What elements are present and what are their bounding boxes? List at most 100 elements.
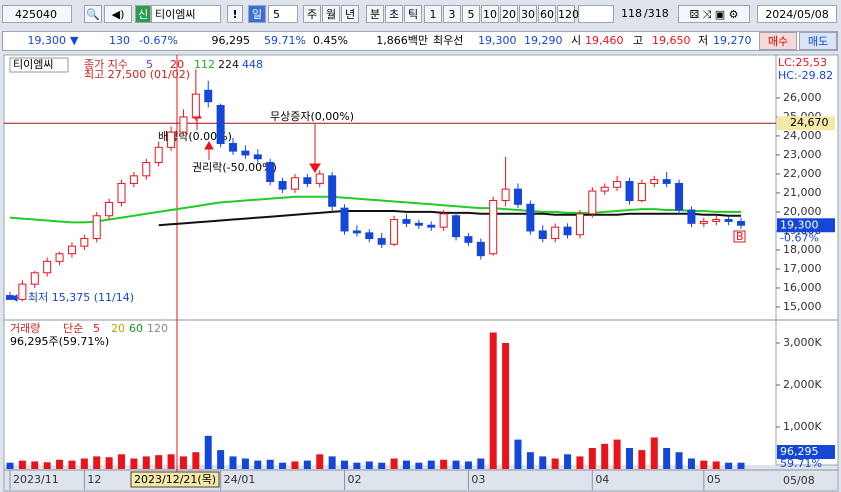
candle-body xyxy=(241,150,250,156)
step-button[interactable]: 10 xyxy=(481,5,499,23)
y-tick-label: 20,000 xyxy=(783,205,822,218)
volume-bar xyxy=(576,456,584,469)
volume-bar xyxy=(229,456,237,469)
step-button[interactable]: 120 xyxy=(557,5,579,23)
cursor-date-box xyxy=(130,471,220,488)
unit-button[interactable]: 초 xyxy=(385,5,403,23)
bonus-arrow xyxy=(309,124,321,173)
vlast-box xyxy=(777,445,835,459)
unit-button[interactable]: 년 xyxy=(341,5,359,23)
volume-ma-legend: 20 xyxy=(111,322,125,335)
marker-box xyxy=(733,230,746,243)
step-button[interactable]: 3 xyxy=(443,5,461,23)
volume-bar xyxy=(142,456,150,469)
volume-bar xyxy=(204,435,212,469)
step-button[interactable]: 1 xyxy=(424,5,442,23)
low-label: 저 xyxy=(698,34,709,47)
volume-bar xyxy=(155,455,163,469)
candle-body xyxy=(600,186,609,192)
volume-bar xyxy=(650,437,658,469)
period-n[interactable]: 5 xyxy=(268,5,298,23)
step-button[interactable]: 20 xyxy=(500,5,518,23)
quote-best: 최우선 xyxy=(433,34,464,47)
quote-amount: 1,866백만 xyxy=(376,34,428,47)
y-tick-label: 26,000 xyxy=(783,91,822,104)
high-annotation: 최고 27,500 (01/02) xyxy=(84,68,190,81)
volume-bar xyxy=(291,461,299,469)
x-tick-label: 03 xyxy=(471,473,485,486)
candle-body xyxy=(18,283,27,300)
candle-body xyxy=(55,253,64,262)
ma-legend: 112 xyxy=(194,58,215,71)
volume-ma-legend: 60 xyxy=(129,322,143,335)
quote-low: 19,270 xyxy=(713,34,752,47)
sell-button[interactable]: 매도 xyxy=(799,32,837,50)
code-input[interactable]: 425040 xyxy=(2,5,72,23)
volume-bar xyxy=(378,462,386,469)
unit-button[interactable]: 분 xyxy=(366,5,384,23)
volume-bar xyxy=(279,462,287,469)
volume-bar xyxy=(588,448,596,469)
volume-ma-legend: 5 xyxy=(93,322,100,335)
quote-ask: 19,300 xyxy=(478,34,517,47)
unit-button[interactable]: 틱 xyxy=(404,5,422,23)
hc-label: HC:-29.82 xyxy=(778,69,833,82)
ma-legend: 5 xyxy=(146,58,153,71)
candle-body xyxy=(687,209,696,224)
step-input[interactable] xyxy=(578,5,614,23)
candle-body xyxy=(340,207,349,232)
buy-button[interactable]: 매수 xyxy=(759,32,797,50)
volume-legend-name: 거래량 xyxy=(10,322,40,335)
volume-bar xyxy=(402,460,410,469)
candle-body xyxy=(191,93,200,118)
candle-body xyxy=(92,215,101,240)
date-input[interactable]: 2024/05/08 xyxy=(757,5,837,23)
candle-body xyxy=(303,177,312,184)
volume-bar xyxy=(737,462,745,469)
step-button[interactable]: 60 xyxy=(538,5,556,23)
volume-bar xyxy=(18,460,26,469)
search-button[interactable]: 🔍 xyxy=(84,5,102,23)
candle-body xyxy=(204,89,213,103)
x-tick-label: 12 xyxy=(87,473,101,486)
candle-body xyxy=(290,177,299,190)
alert-button[interactable]: ! xyxy=(227,5,243,23)
candle-body xyxy=(328,175,337,207)
volume-bar xyxy=(6,462,14,469)
tool-buttons[interactable]: ⚄ ⤨ ▣ ⚙ xyxy=(678,5,750,23)
unit-button[interactable]: 주 xyxy=(303,5,321,23)
period-button[interactable]: 일 xyxy=(248,5,266,23)
candle-body xyxy=(675,182,684,211)
ma-line xyxy=(158,210,741,227)
sound-button[interactable]: ◀) xyxy=(104,5,132,23)
candle-body xyxy=(6,295,14,300)
y-tick-label: 18,000 xyxy=(783,243,822,256)
candle-body xyxy=(229,143,238,152)
frame xyxy=(3,54,839,492)
last-label: 19,300 xyxy=(780,218,819,231)
volume-bar xyxy=(316,454,324,469)
quote-bid: 19,290 xyxy=(524,34,563,47)
candle-body xyxy=(365,232,374,240)
quote-change-pct: -0.67% xyxy=(139,34,178,47)
v-tick-label: 1,000K xyxy=(783,420,822,433)
quote-turnover: 0.45% xyxy=(313,34,348,47)
candle-body xyxy=(452,215,461,238)
volume-bar xyxy=(241,458,249,469)
volume-bar xyxy=(415,462,423,469)
volume-bar xyxy=(303,460,311,469)
volume-bar xyxy=(663,448,671,469)
candle-body xyxy=(613,181,622,188)
candle-body xyxy=(142,162,151,177)
y-tick-label: 22,000 xyxy=(783,167,822,180)
volume-bar xyxy=(254,460,262,469)
volume-bar xyxy=(564,454,572,469)
step-button[interactable]: 30 xyxy=(519,5,537,23)
x-tick-label: 04 xyxy=(595,473,609,486)
volume-bar xyxy=(341,460,349,469)
step-button[interactable]: 5 xyxy=(462,5,480,23)
candle-body xyxy=(538,230,547,240)
unit-button[interactable]: 월 xyxy=(322,5,340,23)
volume-bar xyxy=(179,456,187,469)
